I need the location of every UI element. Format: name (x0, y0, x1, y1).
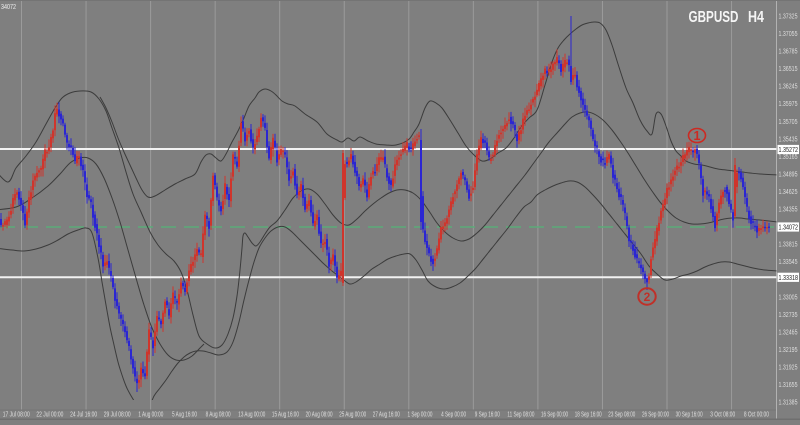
svg-text:29 Jul 08:00: 29 Jul 08:00 (104, 412, 131, 419)
svg-text:1.31385: 1.31385 (779, 398, 798, 407)
svg-text:1.35272: 1.35272 (779, 145, 799, 154)
svg-text:1.32465: 1.32465 (779, 327, 798, 336)
svg-text:34072: 34072 (1, 2, 16, 11)
svg-text:17 Jul 08:00: 17 Jul 08:00 (3, 412, 30, 419)
svg-text:16 Sep 00:00: 16 Sep 00:00 (541, 412, 568, 419)
svg-text:1.31925: 1.31925 (779, 363, 798, 372)
svg-text:1.37325: 1.37325 (779, 12, 798, 21)
svg-text:1.35705: 1.35705 (779, 117, 798, 126)
svg-text:1 Aug 00:00: 1 Aug 00:00 (138, 412, 163, 419)
svg-text:1.34625: 1.34625 (779, 187, 798, 196)
svg-text:11 Sep 08:00: 11 Sep 08:00 (507, 412, 534, 419)
svg-text:1.35435: 1.35435 (779, 134, 798, 143)
svg-text:2: 2 (644, 290, 651, 304)
svg-text:27 Aug 16:00: 27 Aug 16:00 (373, 412, 400, 419)
svg-text:8 Oct 00:00: 8 Oct 00:00 (744, 412, 769, 419)
svg-text:1.36785: 1.36785 (779, 47, 798, 56)
svg-text:1: 1 (694, 129, 701, 143)
svg-text:1.36245: 1.36245 (779, 82, 798, 91)
svg-text:30 Sep 16:00: 30 Sep 16:00 (676, 412, 703, 419)
svg-text:1.34895: 1.34895 (779, 170, 798, 179)
svg-text:1.33005: 1.33005 (779, 292, 798, 301)
svg-text:1.34355: 1.34355 (779, 205, 798, 214)
svg-text:13 Aug 00:00: 13 Aug 00:00 (238, 412, 265, 419)
svg-text:15 Aug 16:00: 15 Aug 16:00 (272, 412, 299, 419)
svg-text:1.32195: 1.32195 (779, 345, 798, 354)
svg-text:GBPUSD: GBPUSD (689, 9, 739, 26)
svg-text:1.36515: 1.36515 (779, 64, 798, 73)
svg-text:1.31655: 1.31655 (779, 380, 798, 389)
svg-text:1.35975: 1.35975 (779, 99, 798, 108)
svg-text:1.33318: 1.33318 (779, 273, 799, 282)
svg-text:1.33815: 1.33815 (779, 240, 798, 249)
svg-text:1 Sep 00:00: 1 Sep 00:00 (408, 412, 433, 419)
svg-text:5 Aug 16:00: 5 Aug 16:00 (172, 412, 197, 419)
svg-text:25 Aug 00:00: 25 Aug 00:00 (339, 412, 366, 419)
svg-text:8 Aug 08:00: 8 Aug 08:00 (206, 412, 231, 419)
svg-text:26 Sep 00:00: 26 Sep 00:00 (642, 412, 669, 419)
svg-text:1.34072: 1.34072 (779, 223, 799, 232)
svg-text:1.33545: 1.33545 (779, 257, 798, 266)
svg-text:3 Oct 08:00: 3 Oct 08:00 (710, 412, 735, 419)
svg-text:1.32735: 1.32735 (779, 310, 798, 319)
svg-text:4 Sep 00:00: 4 Sep 00:00 (441, 412, 466, 419)
svg-text:9 Sep 16:00: 9 Sep 16:00 (475, 412, 500, 419)
svg-text:24 Jul 16:00: 24 Jul 16:00 (70, 412, 97, 419)
svg-text:22 Jul 00:00: 22 Jul 00:00 (36, 412, 63, 419)
svg-text:20 Aug 08:00: 20 Aug 08:00 (306, 412, 333, 419)
svg-text:18 Sep 16:00: 18 Sep 16:00 (575, 412, 602, 419)
svg-text:1.35165: 1.35165 (779, 152, 798, 161)
svg-text:H4: H4 (748, 9, 764, 26)
svg-text:23 Sep 08:00: 23 Sep 08:00 (608, 412, 635, 419)
svg-text:1.37055: 1.37055 (779, 29, 798, 38)
